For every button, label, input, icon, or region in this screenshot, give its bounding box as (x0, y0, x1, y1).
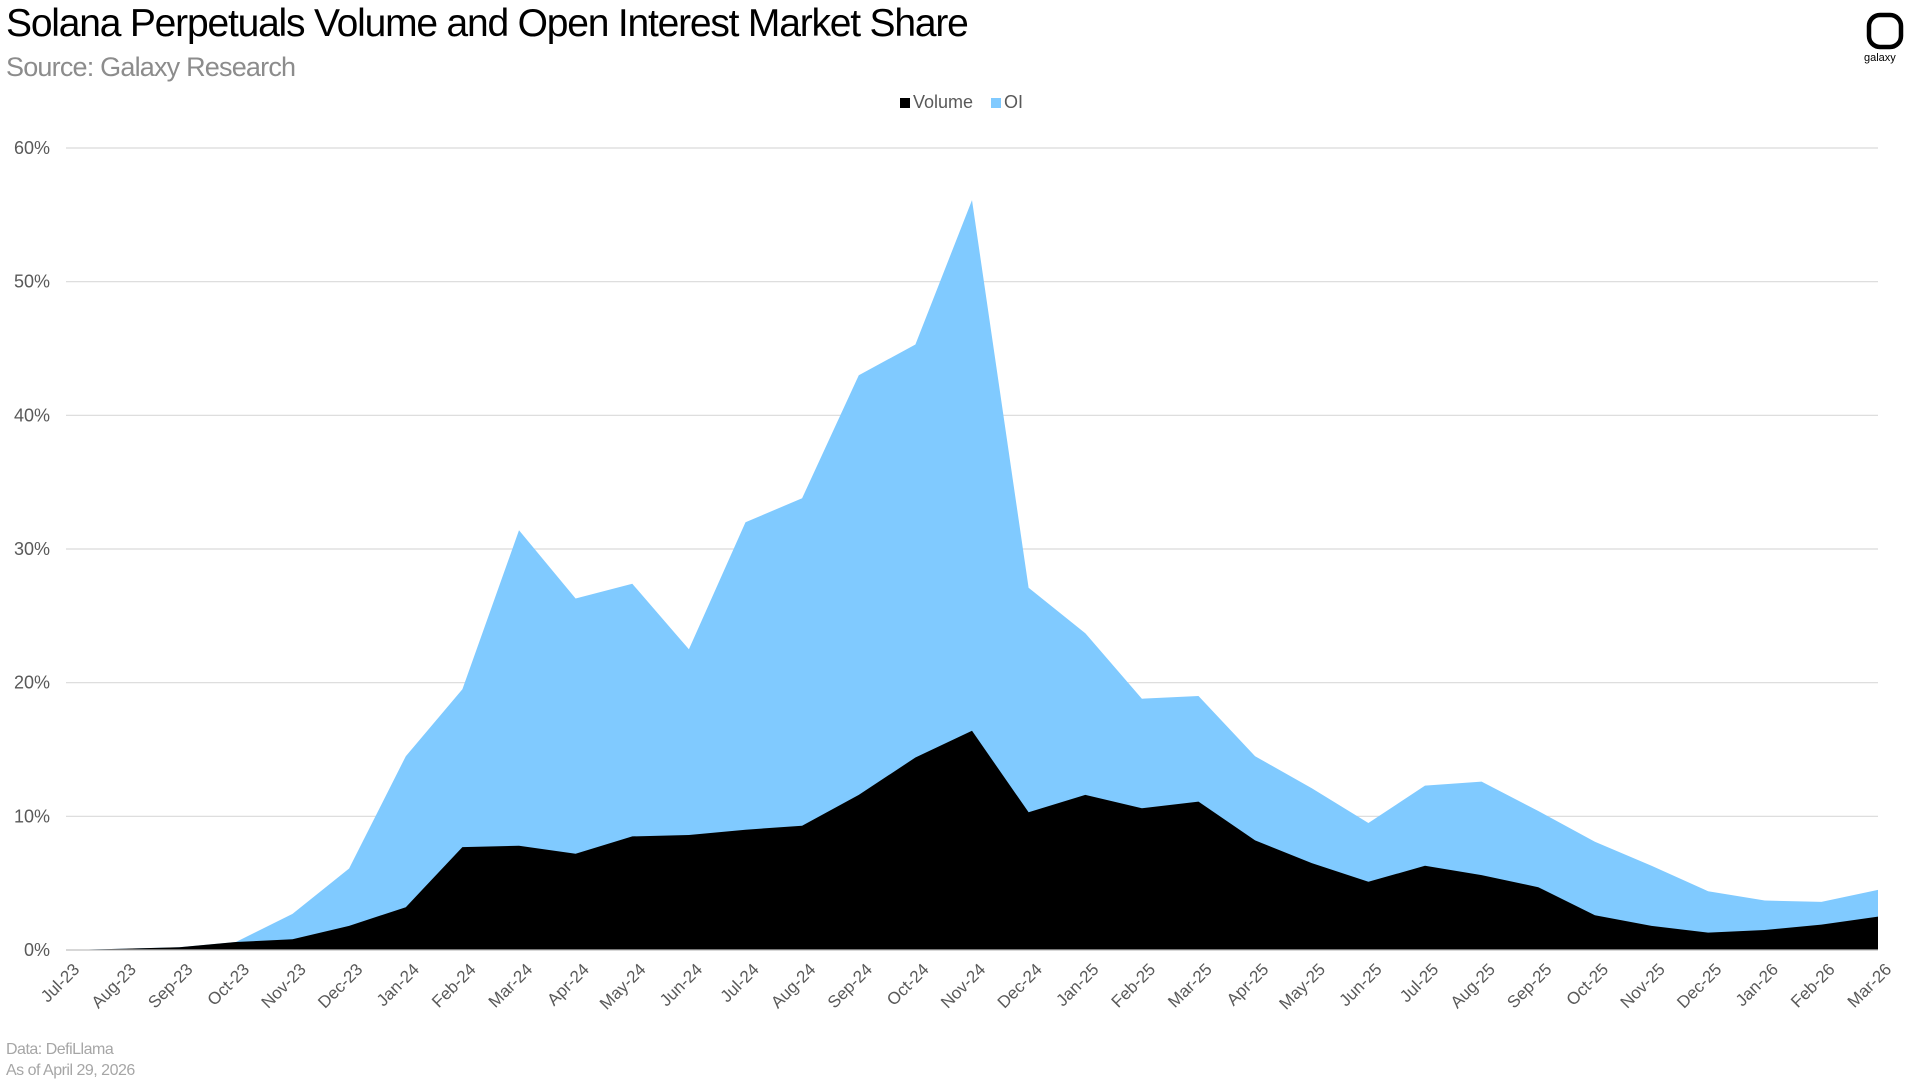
galaxy-logo-text: galaxy (1864, 52, 1896, 64)
x-tick-label: May-24 (596, 960, 650, 1014)
x-tick-label: Jun-25 (1335, 960, 1385, 1010)
area-oi (66, 200, 1878, 951)
chart-area: 0%10%20%30%40%50%60% Jul-23 Aug-23 Sep-23 O… (14, 92, 1896, 1014)
x-tick-label: Sep-24 (824, 960, 876, 1012)
x-tick-label: Jan-24 (373, 960, 423, 1010)
x-tick-label: Feb-25 (1108, 960, 1160, 1012)
legend-label-volume: Volume (913, 92, 973, 112)
x-tick-label: Feb-26 (1787, 960, 1839, 1012)
y-tick-label: 50% (14, 272, 50, 292)
x-tick-label: Nov-24 (937, 960, 989, 1012)
x-tick-label: Jun-24 (656, 960, 706, 1010)
chart-title: Solana Perpetuals Volume and Open Intere… (6, 2, 969, 45)
area-series (65, 200, 1879, 951)
legend-swatch-oi (991, 98, 1001, 108)
as-of-date-note: As of April 29, 2026 (6, 1062, 135, 1079)
x-tick-label: Apr-24 (543, 960, 593, 1010)
y-tick-label: 10% (14, 806, 50, 826)
x-tick-label: Oct-23 (204, 960, 254, 1010)
x-tick-label: Jul-23 (37, 960, 83, 1006)
galaxy-logo-icon (1866, 12, 1904, 50)
x-tick-label: Apr-25 (1223, 960, 1273, 1010)
x-tick-label: Sep-25 (1503, 960, 1555, 1012)
x-tick-label: Dec-23 (314, 960, 366, 1012)
x-tick-label: Aug-24 (767, 960, 819, 1012)
y-tick-label: 60% (14, 138, 50, 158)
y-axis: 0% 10% 20% 30% 40% 50% 60% (14, 138, 50, 960)
x-tick-label: Aug-23 (88, 960, 140, 1012)
x-tick-label: Dec-25 (1673, 960, 1725, 1012)
legend: Volume OI (900, 92, 1023, 112)
area-volume (66, 730, 1878, 950)
chart-subtitle: Source: Galaxy Research (6, 52, 296, 82)
y-tick-label: 40% (14, 405, 50, 425)
x-tick-label: Jan-25 (1052, 960, 1102, 1010)
x-tick-label: Dec-24 (994, 960, 1046, 1012)
x-tick-label: Mar-26 (1844, 960, 1896, 1012)
x-tick-label: Feb-24 (428, 960, 480, 1012)
x-tick-label: Oct-24 (883, 960, 933, 1010)
y-tick-label: 0% (24, 940, 50, 960)
x-axis: Jul-23 Aug-23 Sep-23 Oct-23 Nov-23 Dec-23 Jan-… (37, 949, 1896, 1014)
y-tick-label: 20% (14, 673, 50, 693)
x-tick-label: Jul-24 (717, 960, 763, 1006)
data-source-note: Data: DefiLlama (6, 1041, 114, 1058)
x-tick-label: Nov-25 (1617, 960, 1669, 1012)
legend-swatch-volume (900, 98, 910, 108)
y-tick-label: 30% (14, 539, 50, 559)
x-tick-label: Oct-25 (1563, 960, 1613, 1010)
legend-label-oi: OI (1004, 92, 1023, 112)
x-tick-label: Sep-23 (144, 960, 196, 1012)
x-tick-label: May-25 (1276, 960, 1330, 1014)
x-tick-label: Nov-23 (258, 960, 310, 1012)
x-tick-label: Aug-25 (1447, 960, 1499, 1012)
x-tick-label: Jan-26 (1732, 960, 1782, 1010)
x-tick-label: Jul-25 (1396, 960, 1442, 1006)
x-tick-label: Mar-25 (1164, 960, 1216, 1012)
x-tick-label: Mar-24 (485, 960, 537, 1012)
